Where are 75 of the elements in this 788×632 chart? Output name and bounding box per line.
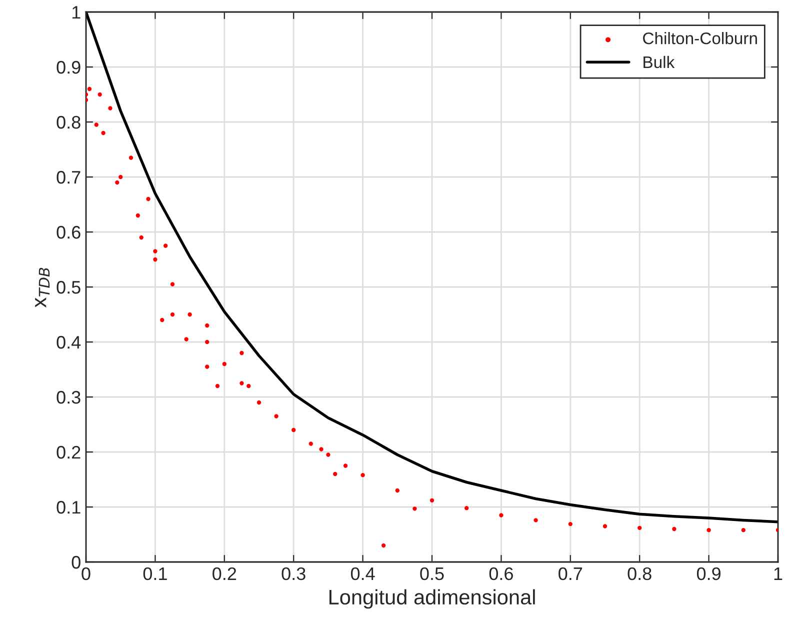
- point: [360, 473, 365, 478]
- y-tick-label: 0.6: [56, 226, 80, 239]
- point: [87, 86, 92, 92]
- point: [101, 130, 106, 136]
- x-tick-label: 0.1: [143, 567, 167, 580]
- y-tick-label: 0.5: [56, 280, 80, 294]
- point: [215, 384, 220, 388]
- point: [139, 235, 144, 240]
- point: [326, 452, 330, 457]
- point: [153, 257, 158, 262]
- point: [343, 464, 348, 468]
- y-tick-label: 0.2: [56, 446, 80, 459]
- point: [118, 174, 123, 180]
- x-tick-label: 0.3: [282, 567, 306, 580]
- y-tick-label: 0.1: [56, 500, 80, 514]
- point: [170, 282, 175, 286]
- point: [308, 442, 313, 446]
- x-tick-label: 0.7: [558, 567, 582, 580]
- point: [205, 340, 210, 344]
- point: [292, 428, 296, 432]
- y-tick-label: 0.8: [56, 116, 80, 129]
- x-tick-label: 1: [774, 568, 782, 580]
- point: [115, 180, 120, 185]
- point: [205, 323, 210, 328]
- point: [98, 92, 102, 97]
- point: [568, 522, 572, 526]
- point: [499, 513, 504, 518]
- point: [319, 447, 324, 452]
- point: [160, 318, 164, 322]
- point: [170, 312, 175, 317]
- point: [256, 400, 262, 405]
- x-tick-label: 0.9: [696, 567, 720, 580]
- point: [163, 244, 168, 248]
- y-axis-title: x$_{TDB}$: [35, 268, 50, 308]
- point: [534, 518, 538, 522]
- y-tick-label: 0.9: [56, 60, 80, 74]
- point: [706, 528, 711, 532]
- x-tick-label: 0.8: [628, 567, 652, 580]
- point: [128, 156, 134, 160]
- point: [274, 414, 278, 418]
- point: [246, 384, 251, 388]
- point: [222, 362, 226, 366]
- legend-label: Chilton-Colburn: [643, 32, 757, 44]
- y-tick-label: 0.7: [56, 170, 80, 184]
- point: [188, 312, 192, 317]
- point: [741, 528, 746, 532]
- y-tick-label: 1: [72, 6, 80, 19]
- point: [205, 364, 210, 369]
- x-axis-title: Longitud adimensional: [329, 589, 535, 609]
- point: [602, 524, 608, 528]
- point: [672, 526, 676, 532]
- x-tick-label: 0: [82, 567, 90, 580]
- x-tick-label: 0.5: [420, 567, 444, 580]
- point: [464, 506, 469, 510]
- point: [430, 498, 434, 502]
- point: [153, 249, 158, 254]
- point: [333, 472, 338, 476]
- point: [381, 543, 386, 548]
- legend-label: Bulk: [644, 56, 675, 68]
- point: [395, 488, 400, 493]
- point: [146, 196, 150, 202]
- point: [240, 350, 244, 356]
- x-tick-label: 0.2: [212, 567, 236, 580]
- point: [412, 506, 417, 511]
- point: [184, 337, 188, 342]
- point: [240, 381, 244, 386]
- y-tick-label: 0: [72, 556, 80, 569]
- point: [108, 106, 112, 110]
- x-tick-label: 0.6: [489, 567, 513, 580]
- y-tick-label: 0.3: [56, 390, 80, 404]
- point: [638, 526, 642, 530]
- y-tick-label: 0.4: [56, 336, 81, 349]
- point: [136, 213, 140, 218]
- x-tick-label: 0.4: [350, 567, 375, 580]
- point: [94, 122, 98, 127]
